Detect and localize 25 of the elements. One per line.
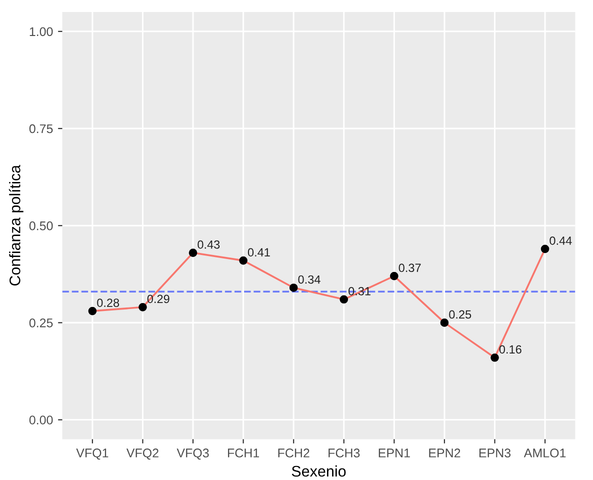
x-axis-title: Sexenio	[292, 465, 346, 477]
text: 0.50	[29, 221, 53, 230]
x-tick-label: EPN3	[479, 448, 511, 458]
x-tick-label: FCH3	[328, 448, 360, 458]
data-label: 0.37	[398, 264, 421, 272]
data-label: 0.43	[198, 240, 220, 249]
x-tick-label: FCH1	[228, 448, 260, 458]
data-label: 0.16	[499, 345, 522, 354]
data-label: 0.34	[298, 275, 320, 284]
data-label: 0.25	[449, 310, 472, 319]
x-tick-label: AMLO1	[524, 448, 566, 458]
data-label: 0.44	[550, 236, 572, 245]
text: 0.25	[29, 318, 53, 328]
x-tick-label: FCH2	[278, 448, 310, 458]
x-tick-label: VFQ3	[176, 448, 209, 460]
x-tick-label: VFQ1	[76, 448, 108, 460]
data-label: 0.41	[248, 248, 270, 256]
text: 0.75	[29, 124, 53, 134]
x-tick-label: EPN1	[378, 448, 410, 458]
x-tick-label: VFQ2	[126, 448, 158, 460]
y-axis-title: Confianza política	[8, 164, 24, 286]
text: 1.00	[30, 27, 53, 36]
x-tick-label: EPN2	[429, 448, 460, 458]
data-label: 0.28	[97, 298, 120, 307]
text: 0.00	[29, 416, 53, 424]
